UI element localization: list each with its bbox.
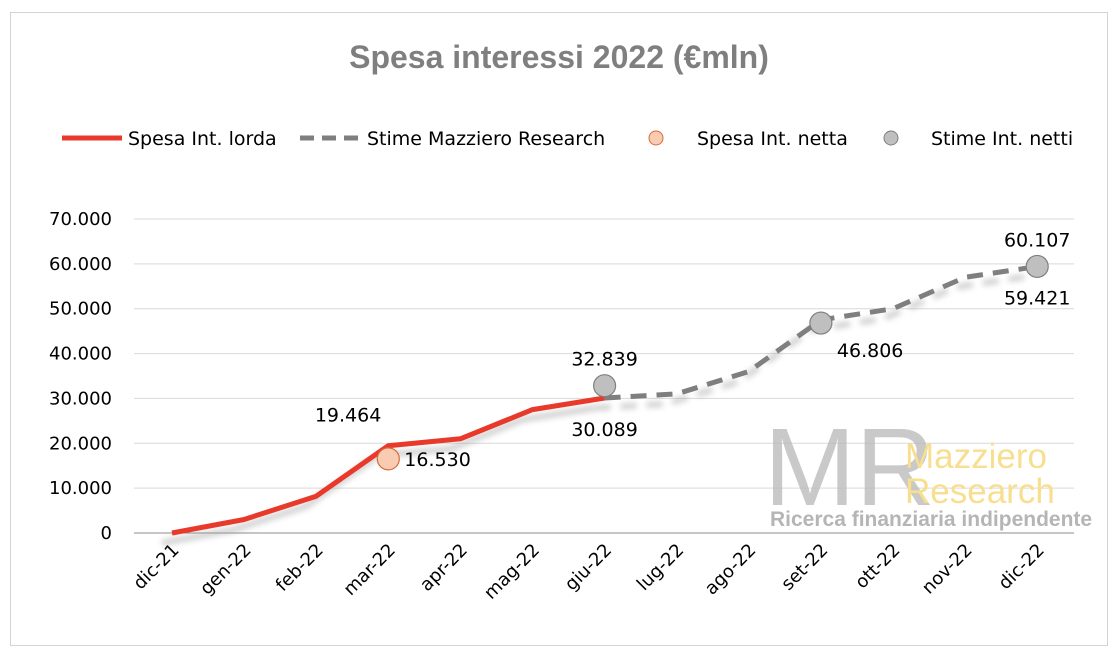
y-axis-ticks: 0 10.000 20.000 30.000 40.000 50.000 60.000 70.… xyxy=(49,209,112,544)
x-tick-label: giu-22 xyxy=(561,540,616,595)
legend-swatch-netti xyxy=(883,130,899,146)
watermark-tagline: Ricerca finanziaria indipendente xyxy=(770,508,1092,531)
chart-title: Spesa interessi 2022 (€mln) xyxy=(349,39,769,75)
y-tick-label: 30.000 xyxy=(49,388,112,409)
data-label: 32.839 xyxy=(571,349,637,371)
y-tick-label: 70.000 xyxy=(49,209,112,230)
x-tick-label: lug-22 xyxy=(633,540,688,595)
legend-label-netta: Spesa Int. netta xyxy=(697,128,848,150)
watermark-brand-line1: Mazziero xyxy=(905,437,1047,476)
x-tick-label: set-22 xyxy=(777,540,832,595)
series-spesa-lorda xyxy=(171,395,605,536)
legend-label-stime: Stime Mazziero Research xyxy=(367,128,605,150)
legend-swatch-netta xyxy=(648,130,664,146)
data-label: 59.421 xyxy=(1004,287,1070,309)
x-tick-label: feb-22 xyxy=(272,540,328,596)
watermark-mr-logo: MR xyxy=(764,406,935,529)
legend: Spesa Int. lorda Stime Mazziero Research S… xyxy=(62,128,1073,150)
x-tick-label: mag-22 xyxy=(480,540,544,604)
x-tick-label: apr-22 xyxy=(416,540,472,596)
y-tick-label: 50.000 xyxy=(49,299,112,320)
x-tick-label: nov-22 xyxy=(918,540,977,599)
watermark-logo: MR Mazziero Research Ricerca finanziaria… xyxy=(764,406,1092,531)
plot-area xyxy=(161,254,1049,546)
marker-stime-netti xyxy=(1025,254,1049,279)
x-tick-label: ago-22 xyxy=(701,540,761,600)
data-labels: 19.464 16.530 32.839 30.089 46.806 60.107 59.4… xyxy=(315,229,1071,470)
marker-stime-netti xyxy=(592,374,617,398)
marker-spesa-netta xyxy=(376,447,400,471)
y-tick-label: 60.000 xyxy=(49,254,112,275)
x-tick-label: dic-21 xyxy=(129,540,183,594)
x-tick-label: gen-22 xyxy=(196,540,256,600)
series-stime-shadow xyxy=(594,273,1028,411)
y-tick-label: 10.000 xyxy=(49,478,112,499)
data-label: 60.107 xyxy=(1004,229,1070,251)
y-tick-label: 20.000 xyxy=(49,433,112,454)
x-tick-label: dic-22 xyxy=(994,540,1048,594)
chart-frame xyxy=(10,12,1108,646)
watermark-brand-line2: Research xyxy=(905,472,1055,511)
legend-label-netti: Stime Int. netti xyxy=(931,128,1073,150)
data-label: 16.530 xyxy=(404,449,470,471)
x-tick-label: ott-22 xyxy=(851,540,904,593)
data-label: 19.464 xyxy=(315,405,381,427)
y-tick-label: 40.000 xyxy=(49,344,112,365)
x-tick-label: mar-22 xyxy=(340,540,400,600)
data-label: 30.089 xyxy=(571,419,637,441)
x-axis-ticks: dic-21 gen-22 feb-22 mar-22 apr-22 mag-22 giu-… xyxy=(129,540,1048,604)
marker-stime-netti xyxy=(809,311,833,335)
y-tick-label: 0 xyxy=(101,523,112,544)
data-label: 46.806 xyxy=(837,340,903,362)
legend-label-lorda: Spesa Int. lorda xyxy=(128,128,277,150)
